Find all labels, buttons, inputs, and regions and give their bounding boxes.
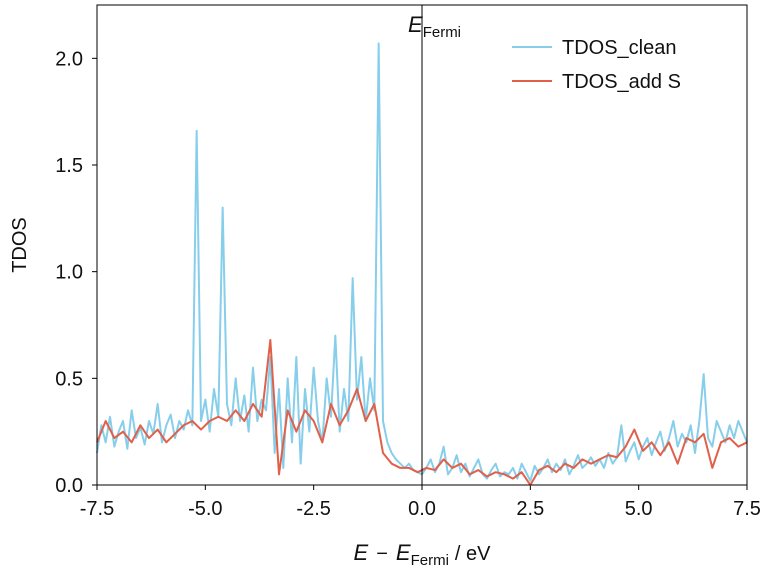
y-tick-label: 1.5 — [55, 155, 83, 177]
annotation-sub: Fermi — [423, 24, 461, 41]
x-tick-label: 0.0 — [408, 498, 436, 520]
plot-frame — [96, 4, 748, 486]
y-tick-label: 2.0 — [55, 48, 83, 70]
x-tick-label: -7.5 — [80, 498, 114, 520]
x-tick-label: 5.0 — [625, 498, 653, 520]
xlabel-e2: E — [396, 540, 411, 565]
y-tick-label: 1.0 — [55, 262, 83, 284]
legend-label: TDOS_add S — [562, 71, 681, 93]
xlabel-minus: − — [376, 543, 388, 565]
x-tick-label: 7.5 — [733, 498, 761, 520]
xlabel-unit: / eV — [455, 543, 491, 565]
y-tick-label: 0.0 — [55, 475, 83, 497]
y-axis-label: TDOS — [9, 217, 31, 273]
xlabel-e: E — [354, 540, 369, 565]
xlabel-sub: Fermi — [411, 552, 449, 569]
x-axis-label: E − EFermi / eV — [354, 540, 492, 569]
fermi-annotation: EFermi — [408, 12, 461, 41]
x-tick-label: -5.0 — [188, 498, 222, 520]
annotation-e: E — [408, 12, 423, 37]
legend-label: TDOS_clean — [562, 37, 677, 59]
x-tick-label: 2.5 — [516, 498, 544, 520]
y-tick-label: 0.5 — [55, 368, 83, 390]
x-tick-label: -2.5 — [296, 498, 330, 520]
